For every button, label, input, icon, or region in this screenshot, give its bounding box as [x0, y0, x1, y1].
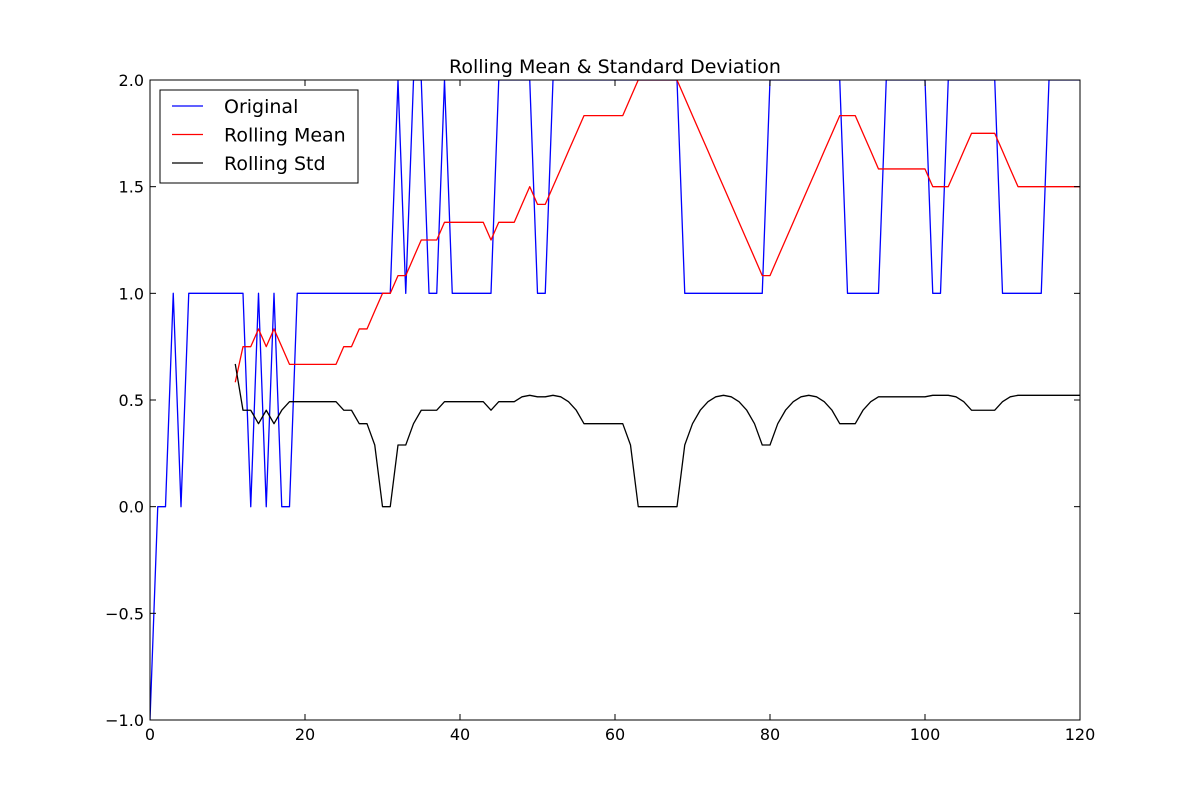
chart-title: Rolling Mean & Standard Deviation [449, 56, 781, 78]
y-tick-label: 0.5 [119, 391, 144, 410]
legend-entry: Rolling Mean [224, 125, 346, 147]
legend: Original Rolling Mean Rolling Std [159, 89, 359, 184]
x-tick-label: 100 [910, 725, 941, 744]
plot-lines [150, 80, 1080, 720]
y-tick-label: 1.0 [119, 284, 144, 303]
series-line-rolling-mean [234, 80, 1080, 383]
x-tick-label: 120 [1065, 725, 1096, 744]
x-tick-label: 60 [605, 725, 625, 744]
x-tick-label: 0 [145, 725, 155, 744]
x-tick-label: 20 [295, 725, 315, 744]
y-tick-label: −1.0 [105, 711, 144, 730]
y-tick-label: −0.5 [105, 604, 144, 623]
axis-ticks: 0 20 40 60 80 100 120 −1.0 −0.5 0.0 0.5 1.0 1.5 2.0 [105, 71, 1095, 744]
x-tick-label: 80 [760, 725, 780, 744]
series-line-original [150, 80, 1080, 720]
series-line-rolling-std [234, 363, 1080, 508]
y-tick-label: 1.5 [119, 178, 144, 197]
y-tick-label: 2.0 [119, 71, 144, 90]
y-tick-label: 0.0 [119, 498, 144, 517]
legend-entry: Rolling Std [224, 153, 326, 175]
x-tick-label: 40 [450, 725, 470, 744]
legend-entry: Original [224, 96, 298, 118]
